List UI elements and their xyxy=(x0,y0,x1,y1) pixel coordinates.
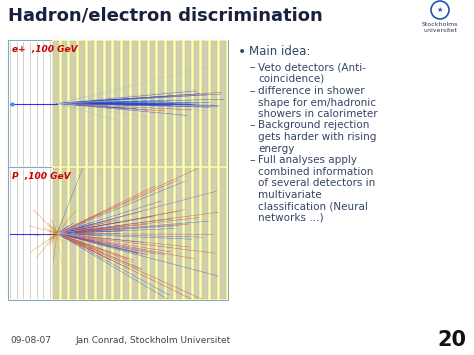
Bar xyxy=(220,41,226,166)
Bar xyxy=(106,41,111,166)
Text: Jan Conrad, Stockholm Universitet: Jan Conrad, Stockholm Universitet xyxy=(75,336,230,345)
Text: –: – xyxy=(249,155,255,165)
Text: e+  ,100 GeV: e+ ,100 GeV xyxy=(12,45,78,54)
Text: Full analyses apply
combined information
of several detectors in
multivariate
cl: Full analyses apply combined information… xyxy=(258,155,375,223)
Text: 09-08-07: 09-08-07 xyxy=(10,336,51,345)
Bar xyxy=(194,41,200,166)
Text: Stockholms
universitet: Stockholms universitet xyxy=(422,22,458,33)
Bar xyxy=(211,41,217,166)
Bar xyxy=(8,167,228,300)
Bar xyxy=(123,168,129,299)
Bar xyxy=(194,168,200,299)
Bar xyxy=(97,168,102,299)
Text: difference in shower
shape for em/hadronic
showers in calorimeter: difference in shower shape for em/hadron… xyxy=(258,86,378,119)
Text: 20: 20 xyxy=(437,330,466,350)
Bar xyxy=(123,41,129,166)
Bar xyxy=(79,41,85,166)
Text: –: – xyxy=(249,62,255,72)
Bar xyxy=(141,168,146,299)
Bar xyxy=(202,41,208,166)
Text: •: • xyxy=(238,45,246,59)
Text: ★: ★ xyxy=(437,7,443,13)
Bar xyxy=(211,168,217,299)
Bar xyxy=(106,168,111,299)
Bar xyxy=(158,41,164,166)
Bar xyxy=(8,40,228,167)
Bar xyxy=(176,168,182,299)
Bar xyxy=(176,41,182,166)
Bar xyxy=(132,41,138,166)
Bar xyxy=(150,168,155,299)
Text: Hadron/electron discrimination: Hadron/electron discrimination xyxy=(8,7,323,25)
Text: P  ,100 GeV: P ,100 GeV xyxy=(12,172,71,181)
Bar xyxy=(52,167,228,300)
Bar xyxy=(53,41,59,166)
Bar xyxy=(53,168,59,299)
Bar xyxy=(220,168,226,299)
Bar xyxy=(115,168,120,299)
Text: –: – xyxy=(249,120,255,131)
Bar xyxy=(132,168,138,299)
Bar xyxy=(202,168,208,299)
Text: Main idea:: Main idea: xyxy=(249,45,310,58)
Bar xyxy=(62,41,67,166)
Text: –: – xyxy=(249,86,255,96)
Bar xyxy=(52,40,228,167)
Bar xyxy=(167,168,173,299)
Bar xyxy=(88,168,94,299)
Bar xyxy=(115,41,120,166)
Bar xyxy=(97,41,102,166)
Bar xyxy=(167,41,173,166)
Text: Veto detectors (Anti-
coincidence): Veto detectors (Anti- coincidence) xyxy=(258,62,366,83)
Bar xyxy=(62,168,67,299)
Bar xyxy=(185,168,191,299)
Text: Background rejection
gets harder with rising
energy: Background rejection gets harder with ri… xyxy=(258,120,376,154)
Bar xyxy=(71,168,76,299)
Bar xyxy=(141,41,146,166)
Bar xyxy=(158,168,164,299)
Bar xyxy=(185,41,191,166)
Bar xyxy=(71,41,76,166)
Bar xyxy=(79,168,85,299)
Bar xyxy=(150,41,155,166)
Bar xyxy=(88,41,94,166)
